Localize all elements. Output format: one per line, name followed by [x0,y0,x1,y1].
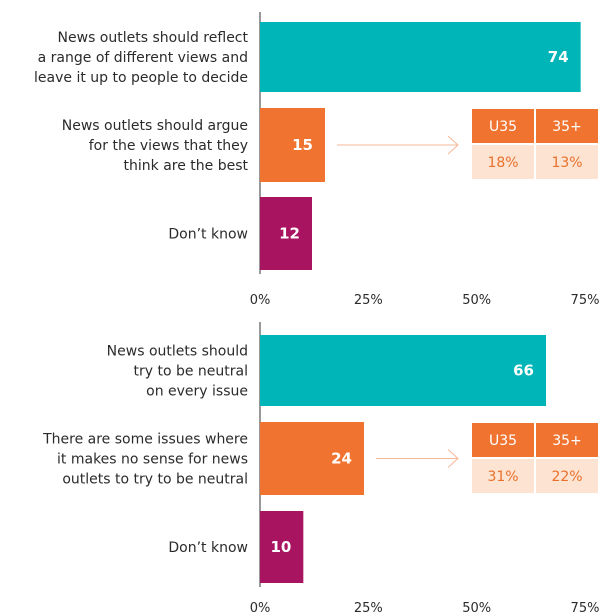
age-header-cell [536,423,598,457]
age-header-cell [472,423,534,457]
x-tick-label: 0% [250,293,271,308]
age-value-label: 31% [487,469,518,485]
x-tick-label: 75% [571,601,600,615]
age-value-cell [536,145,598,179]
data-label: 24 [331,450,352,468]
age-header-label: 35+ [552,433,582,449]
category-label: There are some issues where it makes no s… [42,432,248,488]
x-tick-label: 50% [462,293,491,308]
data-label: 66 [513,362,534,380]
age-header-label: 35+ [552,119,582,135]
x-tick-label: 0% [250,601,271,615]
age-value-label: 22% [551,469,582,485]
bar-reflect [260,335,546,406]
age-breakdown-table: U35 18% 35+ 13% [337,109,598,179]
x-tick-label: 25% [354,293,383,308]
age-value-cell [472,145,534,179]
category-label: News outlets should reflect a range of di… [34,30,248,86]
age-header-cell [472,109,534,143]
callout-arrow-head [447,135,459,155]
bar-reflect [260,22,581,92]
bar-argue [260,422,364,495]
bar-dont-know [260,511,304,583]
x-tick-label: 75% [571,293,600,308]
data-label: 10 [270,538,291,556]
chart-panel-2: 66 News outlets should try to be neutral on… [42,322,599,615]
age-header-label: U35 [489,119,517,135]
category-label: Don’t know [168,540,248,556]
bar-dont-know [260,197,312,270]
age-value-label: 18% [487,155,518,171]
category-label: Don’t know [168,227,248,243]
age-value-label: 13% [551,155,582,171]
bar-argue [260,108,325,182]
age-value-cell [536,459,598,493]
category-label: News outlets should argue for the views t… [62,118,249,174]
x-tick-label: 25% [354,601,383,615]
age-header-label: U35 [489,433,517,449]
data-label: 15 [292,136,313,154]
category-label: News outlets should try to be neutral on e… [107,344,248,400]
age-header-cell [536,109,598,143]
data-label: 74 [548,48,569,66]
x-tick-label: 50% [462,601,491,615]
chart-panel-1: 74 News outlets should reflect a range of … [34,12,599,308]
data-label: 12 [279,225,300,243]
age-value-cell [472,459,534,493]
age-breakdown-table: U35 31% 35+ 22% [376,423,598,493]
callout-arrow-head [447,449,459,468]
